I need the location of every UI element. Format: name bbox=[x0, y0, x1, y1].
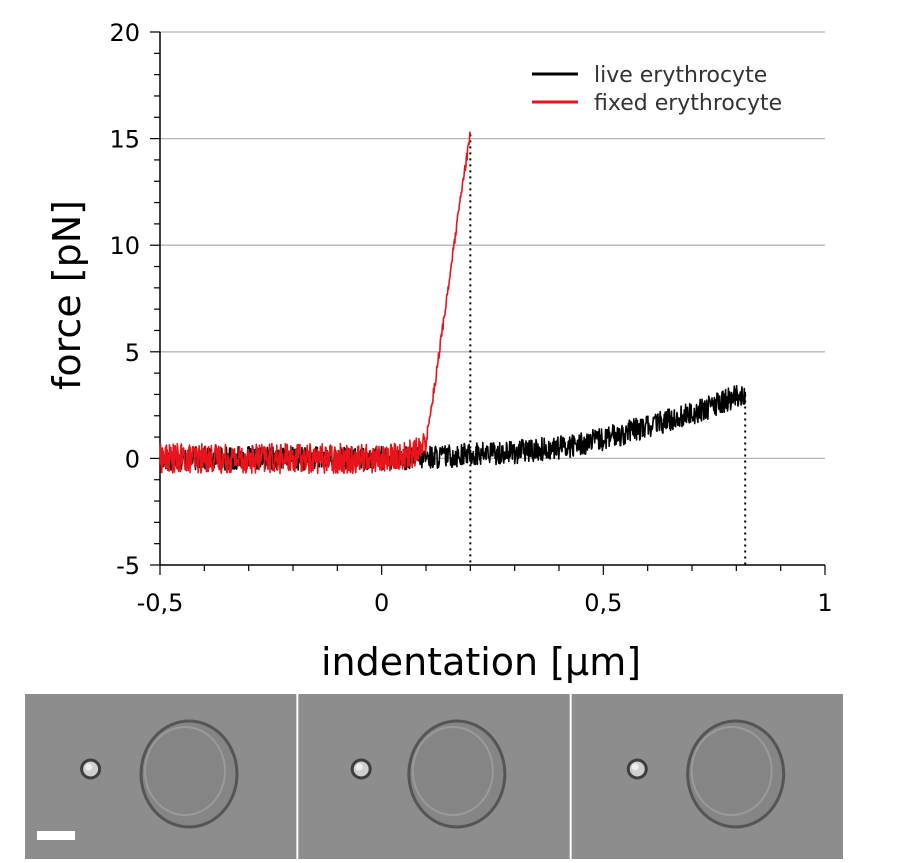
erythrocyte-cell bbox=[139, 719, 239, 829]
tick-labels: -5 0 5 10 15 20 -0,5 0 0,5 1 bbox=[109, 19, 832, 617]
erythrocyte-cell bbox=[686, 719, 786, 829]
micrograph-panel bbox=[571, 694, 843, 859]
grid-lines bbox=[160, 31, 825, 460]
legend-label-live: live erythrocyte bbox=[594, 63, 767, 88]
force-indentation-chart: -5 0 5 10 15 20 -0,5 0 0,5 1 indentation [µm] for… bbox=[45, 19, 833, 684]
series-line-fixed-erythrocyte bbox=[159, 131, 472, 475]
legend: live erythrocyte fixed erythrocyte bbox=[532, 63, 782, 116]
axes bbox=[150, 31, 826, 575]
dotted-markers bbox=[469, 134, 747, 565]
x-tick-label: -0,5 bbox=[137, 589, 184, 617]
micrograph-panel bbox=[298, 694, 570, 859]
y-tick-label: -5 bbox=[116, 552, 140, 580]
micrograph-panel bbox=[25, 694, 297, 859]
x-tick-label: 0,5 bbox=[584, 589, 622, 617]
y-axis-title: force [pN] bbox=[45, 200, 89, 390]
legend-label-fixed: fixed erythrocyte bbox=[594, 91, 782, 116]
bead-highlight bbox=[85, 763, 93, 771]
scale-bar bbox=[37, 831, 75, 840]
y-tick-label: 10 bbox=[109, 232, 140, 260]
y-tick-label: 20 bbox=[109, 19, 140, 47]
x-axis-title: indentation [µm] bbox=[321, 640, 641, 684]
y-tick-label: 15 bbox=[109, 126, 140, 154]
erythrocyte-cell bbox=[407, 719, 507, 829]
cell-inner-rim bbox=[144, 726, 226, 816]
x-tick-label: 0 bbox=[374, 589, 389, 617]
bead-highlight bbox=[355, 763, 363, 771]
x-tick-label: 1 bbox=[817, 589, 832, 617]
cell-inner-rim bbox=[690, 726, 773, 816]
y-tick-label: 5 bbox=[125, 339, 140, 367]
data-series bbox=[159, 131, 746, 475]
bead-highlight bbox=[631, 763, 639, 771]
micrograph-strip bbox=[25, 694, 843, 859]
cell-inner-rim bbox=[411, 726, 494, 816]
y-tick-label: 0 bbox=[125, 445, 140, 473]
